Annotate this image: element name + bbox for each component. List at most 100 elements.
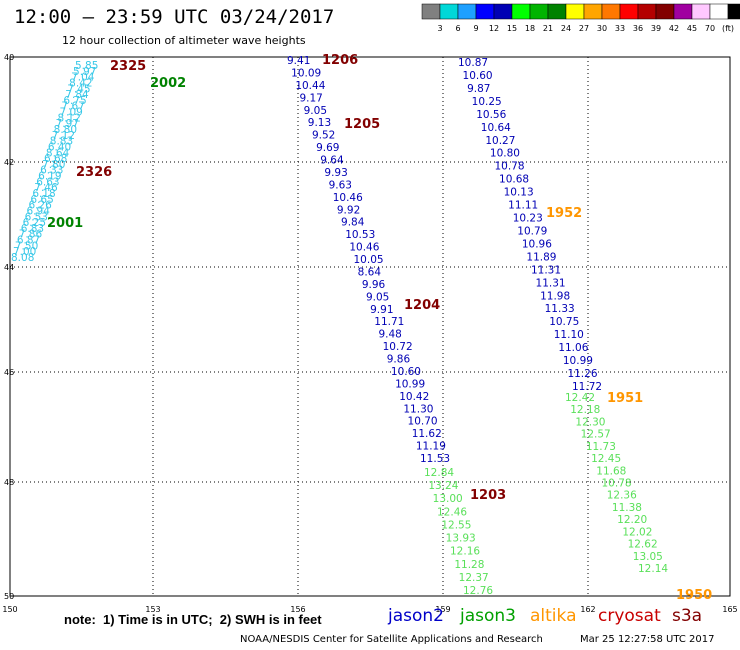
- wave-height-value: 11.10: [554, 329, 584, 341]
- pass-time-label: 1206: [322, 53, 358, 68]
- wave-height-value: 6.63: [36, 176, 59, 188]
- wave-height-value: 9.69: [316, 142, 339, 154]
- wave-height-value: 7.45: [67, 83, 90, 95]
- wave-height-value: 10.75: [549, 316, 579, 328]
- units-note: note: 1) Time is in UTC; 2) SWH is in fe…: [64, 612, 322, 627]
- pass-time-label: 2002: [150, 76, 186, 91]
- wave-height-value: 7.04: [71, 72, 95, 84]
- legend-cryosat: cryosat: [598, 606, 661, 626]
- wave-height-value: 8.12: [58, 112, 81, 124]
- wave-height-value: 6.18: [32, 188, 55, 200]
- legend-jason3: jason3: [460, 606, 516, 626]
- wave-height-value: 10.70: [408, 416, 438, 428]
- wave-height-value: 12.57: [581, 429, 611, 441]
- legend-s3a: s3a: [672, 606, 703, 626]
- wave-height-value: 8.83: [50, 136, 73, 148]
- pass-time-label: 1204: [404, 298, 440, 313]
- wave-height-value: 7.86: [19, 229, 43, 241]
- wave-height-value: 7.12: [52, 130, 75, 142]
- wave-height-value: 9.96: [362, 279, 386, 291]
- wave-height-value: 9.91: [370, 304, 393, 316]
- footer-credit: NOAA/NESDIS Center for Satellite Applica…: [240, 634, 543, 645]
- wave-height-value: 9.84: [341, 217, 365, 229]
- color-scale-label: 33: [615, 24, 625, 33]
- pass-time-label: 1952: [546, 206, 582, 221]
- wave-height-value: 7.97: [56, 118, 79, 130]
- longitude-tick-label: 159: [435, 605, 450, 614]
- wave-height-value: 10.68: [499, 174, 529, 186]
- wave-height-value: 6.94: [27, 205, 51, 217]
- color-scale-label: 70: [705, 24, 715, 33]
- latitude-tick-label: 50: [4, 592, 14, 601]
- wave-height-value: 11.26: [567, 368, 597, 380]
- wave-height-value: 10.99: [563, 355, 593, 367]
- wave-height-value: 9.87: [467, 83, 490, 95]
- wave-height-value: 12.30: [575, 416, 605, 428]
- pass-time-label: 2326: [76, 165, 112, 180]
- wave-height-value: 11.33: [545, 303, 575, 315]
- color-scale-label: (ft): [722, 24, 734, 33]
- color-scale-label: 3: [437, 24, 442, 33]
- latitude-tick-label: 44: [4, 263, 14, 272]
- color-scale-label: 15: [507, 24, 517, 33]
- wave-height-value: 10.99: [395, 378, 425, 390]
- color-scale-label: 24: [561, 24, 571, 33]
- wave-height-value: 12.55: [441, 519, 471, 531]
- wave-height-value: 11.19: [416, 441, 446, 453]
- wave-height-value: 11.31: [531, 264, 561, 276]
- wave-height-value: 10.23: [513, 213, 543, 225]
- wave-height-value: 9.52: [312, 130, 335, 142]
- wave-height-value: 11.71: [374, 316, 404, 328]
- wave-height-value: 11.30: [403, 403, 433, 415]
- wave-height-value: 8.08: [11, 252, 34, 264]
- wave-height-value: 10.87: [458, 57, 488, 69]
- wave-height-value: 7.84: [65, 89, 89, 101]
- wave-height-value: 11.31: [536, 277, 566, 289]
- wave-height-value: 6.87: [17, 235, 40, 247]
- wave-height-value: 12.46: [437, 506, 467, 518]
- color-scale-label: 36: [633, 24, 643, 33]
- wave-height-value: 9.63: [329, 179, 352, 191]
- wave-height-value: 11.68: [596, 465, 626, 477]
- wave-height-value: 13.00: [433, 493, 463, 505]
- color-scale-label: 39: [651, 24, 661, 33]
- color-scale-label: 42: [669, 24, 679, 33]
- wave-height-value: 12.62: [628, 539, 658, 551]
- latitude-tick-label: 42: [4, 158, 14, 167]
- wave-height-value: 10.44: [295, 80, 325, 92]
- wave-height-value: 13.05: [633, 551, 663, 563]
- page-subtitle: 12 hour collection of altimeter wave hei…: [62, 34, 306, 47]
- wave-height-value: 11.89: [526, 251, 556, 263]
- color-swatch: [727, 3, 740, 20]
- wave-height-value: 13.93: [446, 533, 476, 545]
- wave-height-value: 10.64: [481, 122, 511, 134]
- wave-height-value: 7.00: [13, 246, 36, 258]
- wave-height-value: 10.46: [349, 242, 379, 254]
- latitude-tick-label: 48: [4, 478, 14, 487]
- pass-time-label: 1205: [344, 117, 380, 132]
- legend-altika: altika: [530, 606, 577, 626]
- wave-height-value: 9.17: [299, 92, 322, 104]
- wave-height-value: 9.92: [337, 204, 360, 216]
- color-scale-label: 21: [543, 24, 553, 33]
- wave-height-value: 10.13: [504, 187, 534, 199]
- wave-height-value: 10.56: [476, 109, 506, 121]
- pass-time-label: 1951: [607, 391, 643, 406]
- wave-height-value: 5.85: [75, 60, 98, 72]
- wave-height-value: 8.64: [46, 147, 70, 159]
- wave-height-value: 6.68: [44, 153, 67, 165]
- wave-height-value: 9.41: [287, 55, 310, 67]
- wave-height-value: 12.20: [617, 514, 647, 526]
- wave-height-value: 9.64: [320, 155, 344, 167]
- color-scale-label: 12: [489, 24, 499, 33]
- longitude-tick-label: 162: [580, 605, 595, 614]
- color-scale-bar: 3 6 9 12 15 18 21 24 27 30 33 36 39 42 45 70 (ft): [421, 3, 740, 33]
- wave-height-value: 11.73: [586, 441, 616, 453]
- wave-height-value: 12.37: [459, 572, 489, 584]
- color-scale-label: 6: [455, 24, 460, 33]
- wave-height-value: 11.62: [412, 428, 442, 440]
- wave-height-value: 6.53: [25, 211, 48, 223]
- wave-height-value: 10.09: [291, 67, 321, 79]
- wave-height-value: 13.24: [428, 480, 458, 492]
